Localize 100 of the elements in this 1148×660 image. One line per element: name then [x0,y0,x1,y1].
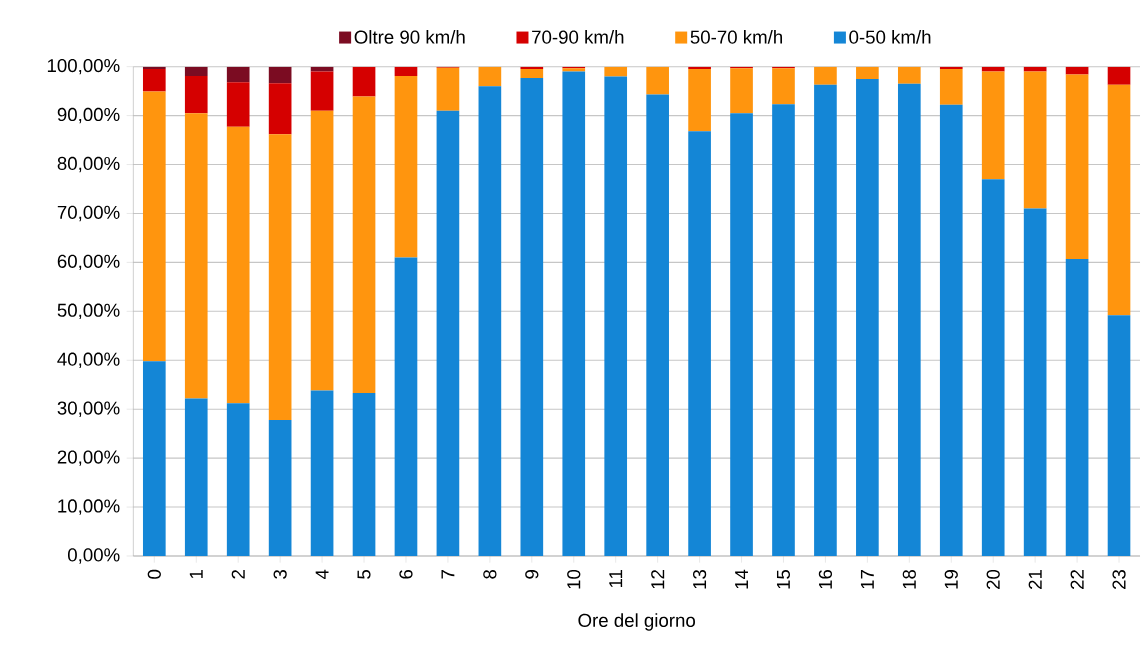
y-tick-label: 50,00% [57,303,120,320]
y-tick-label: 40,00% [57,352,120,368]
bar [478,86,502,556]
x-tick-label: 1 [189,570,203,579]
y-tick-label: 0,00% [67,548,120,564]
legend-label: 70-90 km/h [532,30,624,44]
x-tick-label: 21 [1028,570,1042,589]
x-tick-label: 9 [525,570,539,579]
bar [897,66,921,84]
bar [394,75,418,258]
bar [604,66,628,77]
x-tick-label: 18 [902,569,916,589]
bar [352,393,376,556]
bar [772,68,795,105]
bar [226,126,250,404]
bar [1107,66,1131,85]
x-axis-title: Ore del giorno [578,613,695,631]
bar [981,66,1005,72]
bar [520,77,544,556]
bar [478,66,502,87]
bar [184,75,208,114]
bar [1023,208,1047,556]
bar [688,69,711,132]
bar [310,71,334,111]
bar [1023,71,1047,209]
y-tick-label: 10,00% [58,499,120,515]
x-tick-label: 4 [315,569,329,580]
bar [268,134,292,420]
bar [897,83,921,556]
bar [268,83,292,135]
bar [814,84,837,556]
y-tick-label: 90,00% [57,107,120,124]
x-tick-label: 20 [986,569,1000,589]
x-tick-label: 15 [776,569,790,589]
x-tick-label: 0 [147,569,161,579]
bar [1107,315,1131,556]
y-tick-label: 70,00% [57,205,120,222]
bar [772,104,795,556]
x-tick-label: 8 [483,569,497,579]
bar [142,361,166,556]
bar [856,78,879,556]
bar [1065,74,1089,259]
bar [1023,66,1047,72]
y-tick-label: 80,00% [57,156,120,173]
bar [646,94,669,556]
bar [268,66,292,84]
bar [184,113,208,399]
bar [939,104,963,556]
bar [226,66,250,83]
x-tick-label: 23 [1112,569,1126,589]
bar [310,66,334,72]
x-tick-label: 6 [399,569,413,579]
y-tick-label: 100,00% [47,58,120,75]
bar [268,419,292,556]
bar [520,69,544,78]
bar [688,131,711,556]
x-tick-label: 19 [944,570,958,589]
bar [562,71,586,556]
bar [814,66,837,85]
legend-label: 0-50 km/h [849,30,931,44]
bar [436,110,460,556]
x-tick-label: 17 [860,570,874,589]
x-tick-label: 7 [441,570,455,579]
x-tick-label: 12 [651,570,665,589]
bar [730,68,753,114]
x-tick-label: 5 [357,569,371,579]
bar [1065,258,1089,556]
x-tick-label: 2 [231,570,245,579]
y-tick-label: 30,00% [57,401,120,417]
legend-label: Oltre 90 km/h [354,30,465,44]
bar [1107,84,1131,316]
x-tick-label: 13 [692,569,707,589]
bar [856,66,879,79]
bar [730,113,753,556]
bar [981,179,1005,556]
bar [310,390,334,556]
bar [436,67,460,111]
x-tick-label: 22 [1070,570,1084,589]
bar [394,257,418,556]
bar [604,76,628,556]
bar [142,91,166,362]
bar [310,110,334,391]
bar [184,398,208,556]
bar [394,66,418,76]
x-tick-label: 16 [818,569,833,589]
bar [981,71,1005,180]
bar [352,66,376,97]
bar [142,69,166,92]
bar [939,69,963,105]
y-tick-label: 20,00% [57,450,120,466]
bar [646,66,669,95]
x-tick-label: 3 [273,569,287,579]
x-tick-label: 11 [609,570,623,588]
x-tick-label: 14 [735,569,748,589]
bar [226,82,250,127]
y-tick-label: 60,00% [57,254,120,271]
bar [184,66,208,76]
legend-label: 50-70 km/h [690,30,783,44]
x-tick-label: 10 [567,569,581,589]
bar [352,96,376,394]
